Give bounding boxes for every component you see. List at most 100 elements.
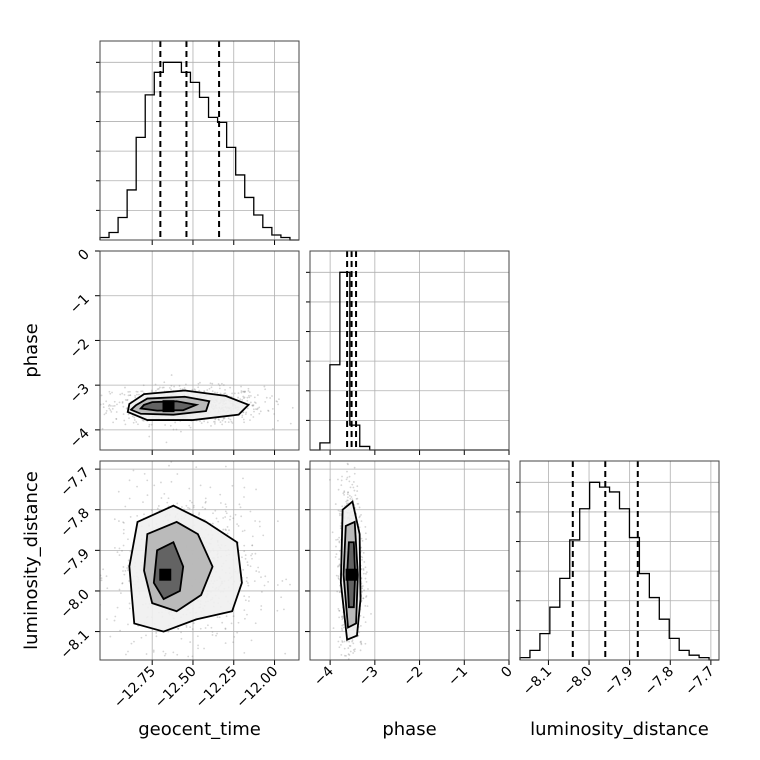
sample-point bbox=[132, 469, 135, 472]
sample-point bbox=[244, 390, 246, 393]
sample-point bbox=[244, 413, 247, 415]
sample-point bbox=[267, 410, 270, 412]
sample-point bbox=[136, 393, 138, 396]
sample-point bbox=[341, 475, 343, 478]
sample-point bbox=[346, 476, 349, 479]
sample-point bbox=[241, 416, 244, 419]
sample-point bbox=[162, 386, 165, 389]
sample-point bbox=[242, 568, 245, 571]
sample-point bbox=[216, 616, 219, 619]
sample-point bbox=[342, 626, 345, 629]
sample-point bbox=[226, 526, 229, 528]
sample-point bbox=[242, 397, 245, 400]
sample-point bbox=[241, 399, 244, 401]
sample-point bbox=[188, 507, 191, 510]
sample-point bbox=[163, 654, 166, 657]
sample-point bbox=[251, 552, 254, 555]
sample-point bbox=[207, 624, 209, 627]
sample-point bbox=[243, 544, 246, 547]
sample-point bbox=[233, 635, 236, 638]
sample-point bbox=[141, 390, 144, 393]
sample-point bbox=[306, 397, 308, 399]
sample-point bbox=[358, 631, 361, 634]
sample-point bbox=[222, 384, 225, 386]
sample-point bbox=[53, 562, 55, 564]
sample-point bbox=[360, 520, 363, 522]
sample-point bbox=[222, 417, 225, 420]
sample-point bbox=[271, 407, 274, 410]
sample-point bbox=[134, 394, 136, 397]
sample-point bbox=[278, 398, 280, 401]
sample-point bbox=[343, 647, 346, 650]
sample-point bbox=[340, 616, 343, 619]
sample-point bbox=[105, 409, 108, 412]
sample-point bbox=[68, 627, 70, 629]
sample-point bbox=[224, 642, 227, 644]
sample-point bbox=[242, 390, 245, 393]
sample-point bbox=[111, 391, 113, 394]
sample-point bbox=[347, 496, 349, 499]
sample-point bbox=[102, 406, 105, 409]
sample-point bbox=[337, 640, 340, 643]
sample-point bbox=[340, 479, 343, 482]
contour-line bbox=[126, 389, 251, 421]
sample-point bbox=[341, 615, 344, 618]
sample-point bbox=[338, 541, 341, 544]
sample-point bbox=[133, 419, 136, 421]
sample-point bbox=[102, 568, 105, 571]
sample-point bbox=[177, 627, 180, 630]
sample-point bbox=[116, 551, 119, 554]
sample-point bbox=[358, 516, 361, 519]
sample-point bbox=[337, 565, 339, 568]
joint-phase-luminosity_distance bbox=[305, 460, 510, 665]
sample-point bbox=[204, 627, 207, 629]
sample-point bbox=[183, 387, 186, 389]
sample-point bbox=[115, 417, 118, 420]
sample-point bbox=[224, 503, 227, 506]
joint-grid bbox=[310, 461, 509, 660]
sample-point bbox=[243, 651, 246, 654]
histogram-phase bbox=[306, 250, 510, 455]
x-tick-label: −12.25 bbox=[193, 664, 241, 712]
sample-point bbox=[110, 404, 112, 407]
y-tick-label: 0 bbox=[75, 247, 93, 265]
sample-point bbox=[246, 582, 249, 584]
sample-point bbox=[347, 499, 349, 502]
sample-point bbox=[209, 382, 212, 385]
sample-point bbox=[189, 626, 192, 628]
sample-point bbox=[167, 497, 170, 500]
sample-point bbox=[361, 591, 364, 593]
sample-point bbox=[187, 506, 189, 509]
sample-point bbox=[364, 577, 367, 580]
sample-point bbox=[365, 572, 367, 575]
sample-point bbox=[344, 663, 346, 665]
sample-point bbox=[215, 453, 217, 455]
sample-point bbox=[360, 642, 363, 645]
sample-point bbox=[365, 538, 367, 540]
sample-point bbox=[188, 424, 191, 427]
sample-point bbox=[114, 546, 116, 549]
sample-point bbox=[197, 382, 200, 385]
sample-point bbox=[176, 473, 179, 475]
sample-point bbox=[140, 636, 143, 639]
sample-point bbox=[91, 614, 93, 616]
sample-point bbox=[254, 520, 257, 522]
sample-point bbox=[338, 646, 341, 649]
y-axis-label: luminosity_distance bbox=[21, 471, 42, 650]
sample-point bbox=[122, 405, 125, 408]
sample-point bbox=[203, 390, 206, 393]
sample-point bbox=[356, 497, 359, 500]
sample-point bbox=[347, 491, 350, 494]
sample-point bbox=[339, 510, 342, 513]
sample-point bbox=[258, 406, 261, 409]
sample-point bbox=[353, 466, 356, 469]
sample-point bbox=[122, 532, 125, 535]
sample-point bbox=[340, 484, 343, 487]
sample-point bbox=[218, 616, 221, 619]
sample-point bbox=[209, 486, 212, 489]
sample-point bbox=[219, 493, 222, 496]
sample-point bbox=[119, 393, 122, 396]
sample-point bbox=[122, 544, 125, 547]
sample-point bbox=[126, 399, 128, 402]
sample-point bbox=[361, 539, 364, 542]
